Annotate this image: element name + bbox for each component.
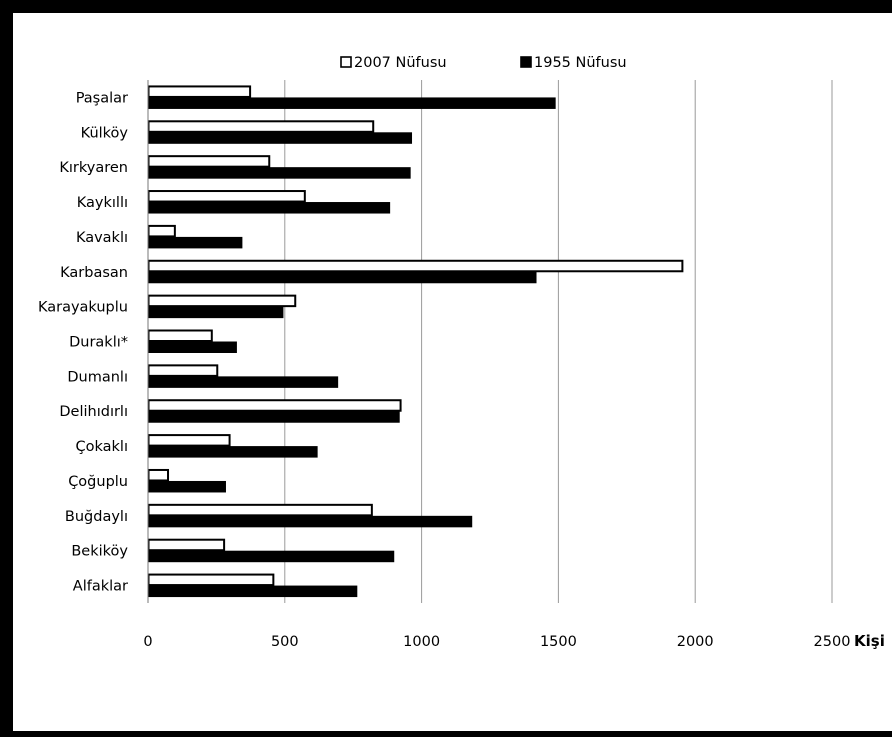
bar-1955 <box>148 446 318 458</box>
category-label: Alfaklar <box>73 579 128 595</box>
bar-1955 <box>148 516 472 528</box>
category-label: Karayakuplu <box>38 300 128 316</box>
bar-1955 <box>148 272 537 284</box>
category-labels: Paşalar Külköy Kırkyaren Kaykıllı Kavaklı Kar… <box>38 90 128 594</box>
x-unit-label: Kişi <box>854 632 885 650</box>
x-tick-label: 2500 <box>814 634 851 650</box>
category-label: Kavaklı <box>76 230 128 246</box>
bar-2007 <box>149 365 218 376</box>
bar-1955 <box>148 411 400 423</box>
legend: 2007 Nüfusu 1955 Nüfusu <box>341 55 627 71</box>
legend-label: 1955 Nüfusu <box>534 55 627 71</box>
category-label: Buğdaylı <box>65 509 128 525</box>
tick-labels: 0 500 1000 1500 2000 2500 Kişi <box>143 632 884 650</box>
x-tick-label: 1000 <box>403 634 440 650</box>
bar-2007 <box>149 400 401 411</box>
bar-2007 <box>149 261 683 272</box>
bar-2007 <box>149 435 230 446</box>
x-tick-label: 1500 <box>540 634 577 650</box>
category-label: Delihıdırlı <box>59 404 128 420</box>
bar-2007 <box>149 296 296 307</box>
bar-1955 <box>148 481 226 493</box>
legend-swatch <box>341 57 351 67</box>
bar-2007 <box>149 331 212 342</box>
bar-1955 <box>148 237 242 249</box>
category-label: Kaykıllı <box>77 195 128 211</box>
category-label: Dumanlı <box>67 369 128 385</box>
category-label: Paşalar <box>76 90 128 106</box>
bar-2007 <box>149 470 169 481</box>
bar-1955 <box>148 97 556 109</box>
legend-swatch <box>521 57 531 67</box>
category-label: Kırkyaren <box>59 160 128 176</box>
category-label: Duraklı* <box>69 335 128 351</box>
category-label: Külköy <box>81 125 129 141</box>
category-label: Karbasan <box>60 265 128 281</box>
bars <box>148 86 682 597</box>
bar-2007 <box>149 575 274 586</box>
x-tick-label: 2000 <box>677 634 714 650</box>
bar-1955 <box>148 551 394 563</box>
bar-1955 <box>148 307 283 319</box>
category-label: Bekiköy <box>71 544 128 560</box>
x-tick-label: 0 <box>143 634 152 650</box>
category-label: Çokaklı <box>76 439 128 455</box>
bar-1955 <box>148 586 357 598</box>
bar-1955 <box>148 342 237 354</box>
bar-1955 <box>148 167 411 179</box>
bar-2007 <box>149 226 175 237</box>
bar-2007 <box>149 121 374 132</box>
bar-2007 <box>149 505 372 516</box>
bar-2007 <box>149 540 225 551</box>
bar-2007 <box>149 191 305 202</box>
bar-2007 <box>149 86 251 97</box>
category-label: Çoğuplu <box>68 474 128 490</box>
x-tick-label: 500 <box>271 634 299 650</box>
bar-1955 <box>148 202 390 214</box>
bar-1955 <box>148 376 338 388</box>
bar-2007 <box>149 156 270 167</box>
bar-1955 <box>148 132 412 144</box>
legend-label: 2007 Nüfusu <box>354 55 447 71</box>
